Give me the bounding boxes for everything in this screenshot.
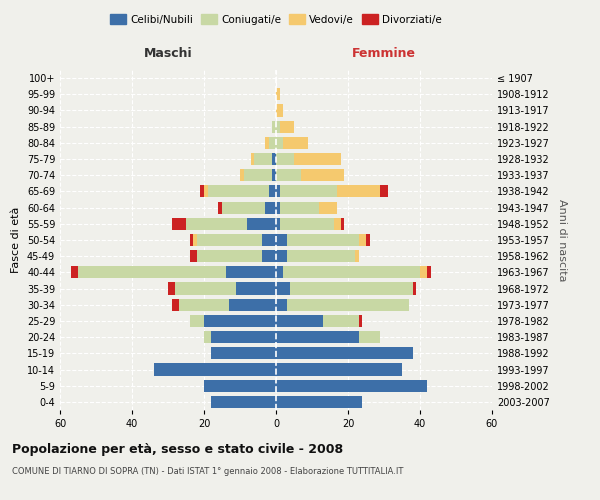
Bar xyxy=(262,250,276,262)
Bar xyxy=(272,169,276,181)
Bar xyxy=(359,315,362,327)
Bar xyxy=(355,250,359,262)
Bar xyxy=(276,315,323,327)
Bar xyxy=(193,234,197,246)
Bar xyxy=(179,298,229,311)
Bar xyxy=(247,218,276,230)
Bar xyxy=(276,104,283,117)
Bar xyxy=(240,169,244,181)
Bar xyxy=(204,315,276,327)
Bar xyxy=(334,218,341,230)
Bar xyxy=(366,234,370,246)
Bar xyxy=(319,202,337,213)
Bar xyxy=(78,266,226,278)
Bar xyxy=(269,186,276,198)
Bar xyxy=(276,186,280,198)
Bar xyxy=(337,186,380,198)
Bar xyxy=(276,218,280,230)
Bar xyxy=(276,137,283,149)
Bar xyxy=(276,380,427,392)
Bar xyxy=(287,234,359,246)
Bar xyxy=(276,298,287,311)
Bar xyxy=(197,234,262,246)
Bar xyxy=(229,298,276,311)
Bar xyxy=(190,315,204,327)
Text: Maschi: Maschi xyxy=(143,48,193,60)
Bar xyxy=(276,266,283,278)
Bar xyxy=(236,282,276,294)
Bar xyxy=(290,282,413,294)
Bar xyxy=(341,218,344,230)
Bar xyxy=(283,266,420,278)
Bar xyxy=(276,348,413,360)
Bar xyxy=(218,202,222,213)
Bar xyxy=(222,202,265,213)
Bar xyxy=(323,315,359,327)
Bar xyxy=(211,331,276,343)
Bar xyxy=(204,186,208,198)
Y-axis label: Fasce di età: Fasce di età xyxy=(11,207,21,273)
Bar xyxy=(276,282,290,294)
Bar xyxy=(280,120,294,132)
Bar xyxy=(186,218,247,230)
Bar xyxy=(226,266,276,278)
Bar xyxy=(276,153,294,165)
Bar xyxy=(287,298,409,311)
Bar xyxy=(413,282,416,294)
Bar xyxy=(294,153,341,165)
Bar xyxy=(380,186,388,198)
Bar xyxy=(427,266,431,278)
Bar xyxy=(172,218,186,230)
Bar xyxy=(204,331,211,343)
Bar xyxy=(265,202,276,213)
Legend: Celibi/Nubili, Coniugati/e, Vedovi/e, Divorziati/e: Celibi/Nubili, Coniugati/e, Vedovi/e, Di… xyxy=(106,10,446,29)
Bar xyxy=(269,137,276,149)
Bar xyxy=(276,202,280,213)
Text: COMUNE DI TIARNO DI SOPRA (TN) - Dati ISTAT 1° gennaio 2008 - Elaborazione TUTTI: COMUNE DI TIARNO DI SOPRA (TN) - Dati IS… xyxy=(12,468,403,476)
Bar xyxy=(175,282,236,294)
Bar xyxy=(359,331,380,343)
Bar xyxy=(280,202,319,213)
Bar xyxy=(168,282,175,294)
Bar xyxy=(154,364,276,376)
Bar xyxy=(280,186,337,198)
Bar xyxy=(190,250,197,262)
Bar xyxy=(251,153,254,165)
Bar xyxy=(211,396,276,408)
Bar xyxy=(272,120,276,132)
Bar xyxy=(265,137,269,149)
Bar xyxy=(276,169,301,181)
Bar xyxy=(287,250,355,262)
Bar xyxy=(276,396,362,408)
Bar xyxy=(190,234,193,246)
Bar xyxy=(172,298,179,311)
Bar xyxy=(276,250,287,262)
Bar xyxy=(254,153,272,165)
Bar xyxy=(276,234,287,246)
Bar xyxy=(280,218,334,230)
Bar xyxy=(301,169,344,181)
Y-axis label: Anni di nascita: Anni di nascita xyxy=(557,198,566,281)
Bar xyxy=(211,348,276,360)
Bar xyxy=(276,120,280,132)
Bar xyxy=(283,137,308,149)
Bar xyxy=(71,266,78,278)
Text: Femmine: Femmine xyxy=(352,48,416,60)
Bar xyxy=(200,186,204,198)
Bar xyxy=(420,266,427,278)
Bar xyxy=(276,364,402,376)
Bar xyxy=(262,234,276,246)
Bar xyxy=(359,234,366,246)
Bar xyxy=(204,380,276,392)
Bar xyxy=(272,153,276,165)
Bar xyxy=(197,250,262,262)
Bar xyxy=(244,169,272,181)
Bar xyxy=(208,186,269,198)
Bar xyxy=(276,88,280,101)
Text: Popolazione per età, sesso e stato civile - 2008: Popolazione per età, sesso e stato civil… xyxy=(12,442,343,456)
Bar xyxy=(276,331,359,343)
